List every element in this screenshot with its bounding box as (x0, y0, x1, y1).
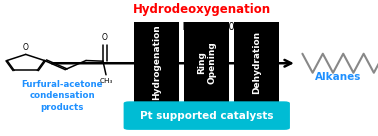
Bar (134, 22, 179, 103)
FancyBboxPatch shape (124, 101, 290, 130)
Text: (P= 50 bar, T= 200 °C): (P= 50 bar, T= 200 °C) (146, 22, 259, 32)
Text: Hydrodeoxygenation: Hydrodeoxygenation (133, 3, 271, 16)
Text: Dehydration: Dehydration (252, 31, 261, 94)
Text: O: O (101, 33, 107, 42)
Text: Furfural-acetone
condensation
products: Furfural-acetone condensation products (22, 80, 103, 112)
Text: O: O (23, 43, 29, 52)
Text: Ring
Opening: Ring Opening (197, 41, 216, 84)
Bar (184, 22, 229, 103)
Text: Pt supported catalysts: Pt supported catalysts (140, 111, 274, 121)
Text: CH₃: CH₃ (99, 78, 113, 84)
Text: Alkanes: Alkanes (315, 72, 361, 82)
Text: Hydrogenation: Hydrogenation (152, 25, 161, 100)
Bar (234, 22, 279, 103)
